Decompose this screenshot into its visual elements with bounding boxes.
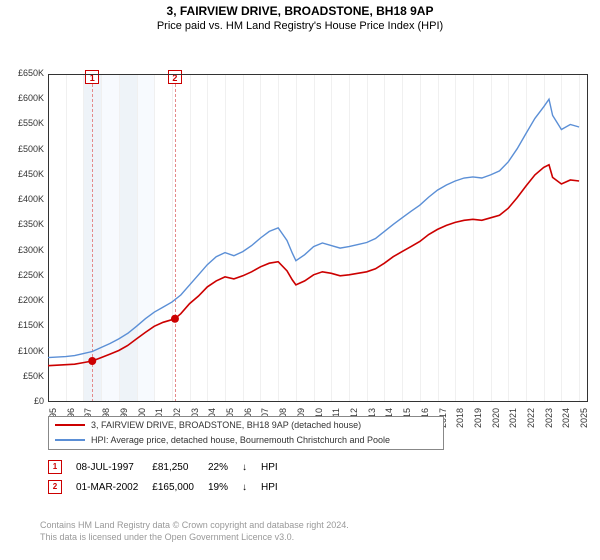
sale-badge: 1: [48, 460, 62, 474]
sales-table: 1 08-JUL-1997£81,25022%↓HPI 2 01-MAR-2002£1…: [40, 456, 286, 498]
sale-date: 01-MAR-2002: [70, 478, 144, 496]
legend-row: HPI: Average price, detached house, Bour…: [49, 432, 443, 447]
legend-swatch: [55, 439, 85, 441]
footer-attribution: Contains HM Land Registry data © Crown c…: [40, 520, 349, 543]
legend-label: 3, FAIRVIEW DRIVE, BROADSTONE, BH18 9AP …: [91, 420, 361, 430]
hpi-line: [48, 99, 579, 357]
sale-index: HPI: [255, 478, 284, 496]
legend-row: 3, FAIRVIEW DRIVE, BROADSTONE, BH18 9AP …: [49, 417, 443, 432]
sale-arrow: ↓: [236, 478, 253, 496]
title-line2: Price paid vs. HM Land Registry's House …: [0, 20, 600, 32]
footer-line1: Contains HM Land Registry data © Crown c…: [40, 520, 349, 532]
chart-lines: [0, 32, 600, 452]
sale-date: 08-JUL-1997: [70, 458, 144, 476]
sale-arrow: ↓: [236, 458, 253, 476]
sale-pct: 22%: [202, 458, 234, 476]
footer-line2: This data is licensed under the Open Gov…: [40, 532, 349, 544]
sale-pct: 19%: [202, 478, 234, 496]
legend-label: HPI: Average price, detached house, Bour…: [91, 435, 390, 445]
sale-point-dot: [171, 315, 179, 323]
chart-legend: 3, FAIRVIEW DRIVE, BROADSTONE, BH18 9AP …: [48, 416, 444, 450]
price-paid-line: [48, 165, 579, 366]
sale-index: HPI: [255, 458, 284, 476]
title-line1: 3, FAIRVIEW DRIVE, BROADSTONE, BH18 9AP: [0, 4, 600, 18]
sale-badge: 2: [48, 480, 62, 494]
legend-swatch: [55, 424, 85, 426]
sales-row: 2 01-MAR-2002£165,00019%↓HPI: [42, 478, 284, 496]
sale-price: £165,000: [146, 478, 200, 496]
sales-row: 1 08-JUL-1997£81,25022%↓HPI: [42, 458, 284, 476]
sale-point-dot: [88, 357, 96, 365]
sale-price: £81,250: [146, 458, 200, 476]
